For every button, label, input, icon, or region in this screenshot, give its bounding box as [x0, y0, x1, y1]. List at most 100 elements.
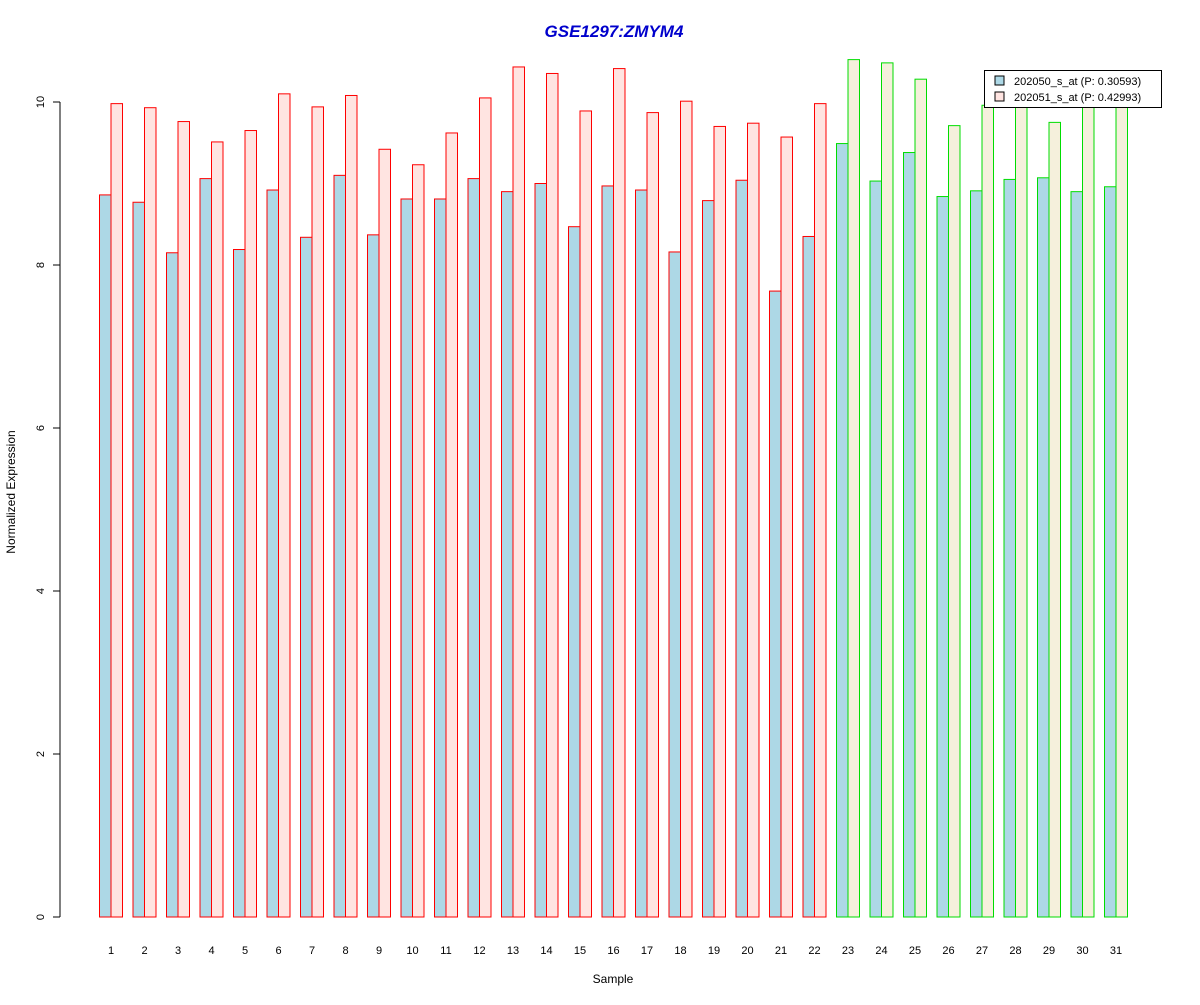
y-tick-label: 8 — [35, 262, 47, 268]
x-tick-label: 20 — [741, 945, 753, 957]
x-tick-label: 1 — [108, 945, 114, 957]
bar-202051-s-at — [579, 110, 592, 918]
bar-202051-s-at — [948, 125, 961, 918]
x-tick-label: 7 — [309, 945, 315, 957]
bar-202051-s-at — [1082, 103, 1095, 918]
x-tick-label: 9 — [376, 945, 382, 957]
bar-202050-s-at — [467, 178, 480, 918]
bar-202051-s-at — [1015, 103, 1028, 918]
x-tick-label: 29 — [1043, 945, 1055, 957]
bar-202050-s-at — [635, 189, 648, 918]
x-tick-label: 15 — [574, 945, 586, 957]
bar-202050-s-at — [367, 234, 380, 918]
bar-202050-s-at — [869, 180, 882, 918]
y-tick-label: 2 — [35, 751, 47, 757]
x-tick-label: 17 — [641, 945, 653, 957]
x-tick-label: 5 — [242, 945, 248, 957]
bar-202050-s-at — [233, 249, 246, 918]
bar-202051-s-at — [144, 107, 157, 918]
x-tick-label: 11 — [440, 945, 451, 957]
bar-202050-s-at — [668, 251, 681, 918]
bar-202051-s-at — [110, 103, 123, 918]
x-tick-label: 27 — [976, 945, 988, 957]
x-tick-label: 19 — [708, 945, 720, 957]
bar-202050-s-at — [936, 196, 949, 918]
bar-202050-s-at — [769, 290, 782, 918]
bar-202050-s-at — [300, 236, 313, 918]
bar-202050-s-at — [434, 198, 447, 918]
bars-group — [99, 59, 1128, 918]
y-tick-label: 6 — [35, 425, 47, 431]
x-tick-label: 4 — [208, 945, 214, 957]
bar-202050-s-at — [1003, 178, 1016, 918]
legend-box — [984, 70, 1162, 108]
bar-202051-s-at — [713, 125, 726, 918]
x-tick-label: 23 — [842, 945, 854, 957]
bar-202051-s-at — [646, 112, 659, 918]
bar-202051-s-at — [780, 136, 793, 918]
bar-202051-s-at — [378, 148, 391, 918]
x-tick-labels: 1 2 3 4 5 6 7 8 9 10 11 12 13 14 15 16 17 18 19 20 21 22 23 24 2… — [108, 945, 1122, 957]
x-tick-label: 21 — [775, 945, 787, 957]
bar-202051-s-at — [278, 93, 291, 918]
x-tick-label: 8 — [342, 945, 348, 957]
bar-202050-s-at — [534, 183, 547, 918]
bar-202051-s-at — [311, 106, 324, 918]
bar-202050-s-at — [836, 143, 849, 918]
bar-202050-s-at — [1104, 186, 1117, 918]
bar-202051-s-at — [613, 68, 626, 918]
bar-202051-s-at — [814, 103, 827, 918]
bar-202051-s-at — [479, 97, 492, 918]
x-tick-label: 6 — [275, 945, 281, 957]
bar-202051-s-at — [244, 130, 257, 918]
bar-202050-s-at — [99, 194, 112, 918]
bar-202050-s-at — [400, 198, 413, 918]
bar-202051-s-at — [177, 121, 190, 918]
x-tick-label: 26 — [942, 945, 954, 957]
bar-202050-s-at — [1070, 191, 1083, 918]
legend: 202050_s_at (P: 0.30593) 202051_s_at (P: … — [984, 70, 1162, 108]
y-tick-label: 10 — [35, 96, 47, 108]
bar-202050-s-at — [266, 189, 279, 918]
x-tick-label: 30 — [1076, 945, 1088, 957]
bar-202050-s-at — [132, 201, 145, 918]
bar-202051-s-at — [847, 59, 860, 918]
legend-swatch — [994, 91, 1005, 102]
bar-202051-s-at — [680, 100, 693, 918]
x-axis-label: Sample — [593, 972, 634, 986]
bar-202050-s-at — [199, 178, 212, 918]
bar-202050-s-at — [166, 252, 179, 918]
bar-202051-s-at — [512, 66, 525, 918]
legend-label: 202051_s_at (P: 0.42993) — [1014, 92, 1141, 104]
x-tick-label: 22 — [808, 945, 820, 957]
bar-202050-s-at — [501, 191, 514, 918]
bar-202051-s-at — [881, 62, 894, 918]
bar-202050-s-at — [802, 235, 815, 918]
bar-202051-s-at — [981, 104, 994, 918]
x-tick-label: 10 — [406, 945, 418, 957]
x-tick-label: 16 — [607, 945, 619, 957]
x-tick-label: 14 — [540, 945, 552, 957]
x-tick-label: 13 — [507, 945, 519, 957]
bar-202051-s-at — [412, 164, 425, 918]
bar-202051-s-at — [1048, 121, 1061, 918]
y-tick-label: 0 — [35, 914, 47, 920]
y-axis: 0 2 4 6 8 10 — [35, 96, 61, 920]
bar-202051-s-at — [345, 94, 358, 918]
x-tick-label: 18 — [674, 945, 686, 957]
x-tick-label: 2 — [141, 945, 147, 957]
x-tick-label: 3 — [175, 945, 181, 957]
bar-202051-s-at — [211, 141, 224, 918]
bar-202051-s-at — [546, 72, 559, 918]
bar-202050-s-at — [903, 152, 916, 918]
chart-title: GSE1297:ZMYM4 — [545, 22, 684, 41]
legend-swatch — [994, 75, 1005, 86]
bar-202050-s-at — [970, 190, 983, 918]
bar-202050-s-at — [568, 226, 581, 918]
bar-202051-s-at — [914, 78, 927, 918]
bar-202051-s-at — [445, 132, 458, 918]
bar-202051-s-at — [747, 122, 760, 918]
bar-202050-s-at — [702, 200, 715, 918]
